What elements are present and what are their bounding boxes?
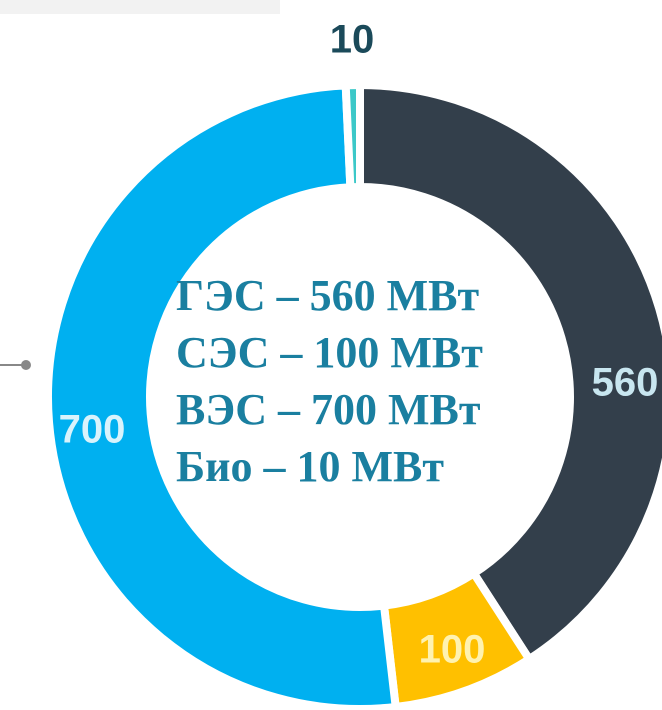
center-text: ГЭС – 560 МВт — [176, 271, 479, 320]
segments — [44, 80, 662, 710]
top-bar — [0, 0, 280, 14]
data-label: 700 — [59, 408, 126, 452]
segment — [341, 80, 364, 192]
data-label: 10 — [330, 18, 375, 62]
data-label: 560 — [592, 361, 659, 405]
center-text: ВЭС – 700 МВт — [176, 385, 481, 434]
center-text: Био – 10 МВт — [176, 442, 444, 491]
data-label: 100 — [419, 628, 486, 672]
connector-dot — [21, 360, 31, 370]
segment — [44, 81, 401, 710]
center-text: СЭС – 100 МВт — [176, 328, 483, 377]
segment — [356, 80, 662, 665]
labels: 560 100 700 10 ГЭС – 560 МВт СЭС – 100 МВт ВЭС… — [59, 18, 659, 672]
